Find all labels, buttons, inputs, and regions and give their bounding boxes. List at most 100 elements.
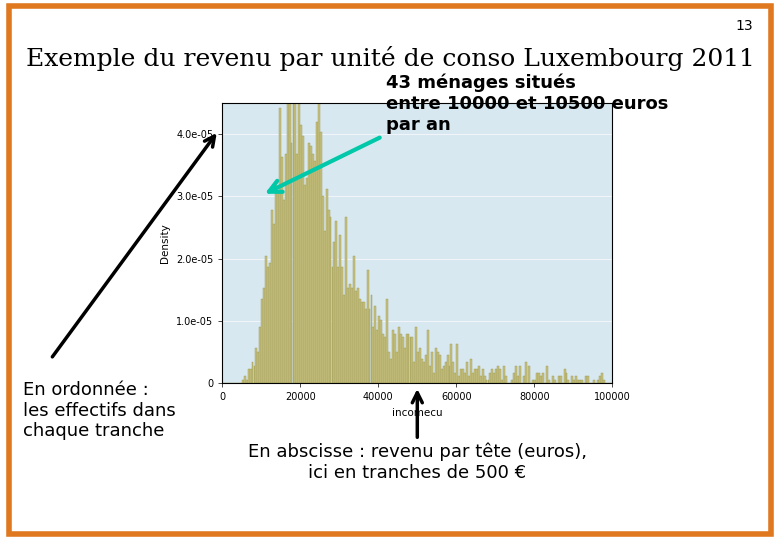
Bar: [269, 263, 271, 383]
Bar: [587, 376, 589, 383]
Bar: [573, 380, 576, 383]
Bar: [446, 355, 448, 383]
Bar: [438, 355, 441, 383]
Text: Exemple du revenu par unité de conso Luxembourg 2011: Exemple du revenu par unité de conso Lux…: [26, 46, 754, 71]
Bar: [394, 334, 395, 383]
Bar: [338, 267, 339, 383]
Bar: [349, 285, 351, 383]
Bar: [257, 352, 259, 383]
Bar: [399, 334, 402, 383]
Bar: [593, 380, 594, 383]
Bar: [306, 178, 308, 383]
Bar: [320, 132, 321, 383]
X-axis label: incomecu: incomecu: [392, 408, 442, 418]
Bar: [242, 380, 243, 383]
Bar: [435, 348, 437, 383]
Bar: [460, 369, 462, 383]
Bar: [488, 380, 490, 383]
Bar: [481, 369, 484, 383]
Bar: [402, 338, 404, 383]
Bar: [287, 69, 289, 383]
Bar: [456, 345, 459, 383]
Bar: [339, 235, 342, 383]
Bar: [503, 366, 505, 383]
Bar: [484, 376, 485, 383]
Bar: [347, 288, 349, 383]
Bar: [321, 196, 324, 383]
Bar: [524, 362, 527, 383]
Bar: [392, 330, 394, 383]
Bar: [597, 380, 599, 383]
Bar: [491, 369, 493, 383]
Bar: [427, 330, 429, 383]
Bar: [585, 376, 587, 383]
Bar: [537, 373, 538, 383]
Bar: [310, 146, 312, 383]
Bar: [278, 107, 281, 383]
Bar: [295, 48, 296, 383]
Bar: [386, 299, 388, 383]
Bar: [351, 288, 353, 383]
Bar: [251, 362, 254, 383]
Bar: [437, 352, 438, 383]
Bar: [538, 373, 541, 383]
Bar: [277, 192, 278, 383]
Bar: [443, 366, 445, 383]
Bar: [377, 330, 378, 383]
Text: En ordonnée :
les effectifs dans
chaque tranche: En ordonnée : les effectifs dans chaque …: [23, 381, 176, 440]
Bar: [254, 366, 255, 383]
Bar: [495, 369, 498, 383]
Bar: [540, 376, 542, 383]
Bar: [273, 224, 275, 383]
Bar: [332, 267, 334, 383]
Bar: [523, 376, 525, 383]
Bar: [328, 210, 329, 383]
Bar: [406, 334, 407, 383]
Bar: [382, 334, 384, 383]
Bar: [412, 338, 413, 383]
Bar: [451, 345, 452, 383]
Bar: [498, 366, 499, 383]
Bar: [255, 348, 257, 383]
Bar: [368, 309, 370, 383]
Bar: [289, 79, 290, 383]
Bar: [429, 366, 431, 383]
Bar: [571, 376, 573, 383]
Bar: [290, 143, 292, 383]
Bar: [579, 380, 581, 383]
Bar: [396, 352, 398, 383]
Bar: [407, 334, 410, 383]
Bar: [477, 366, 480, 383]
Bar: [566, 373, 568, 383]
Bar: [367, 270, 369, 383]
Bar: [576, 376, 577, 383]
Bar: [410, 338, 412, 383]
Bar: [581, 380, 583, 383]
Bar: [515, 366, 516, 383]
Bar: [468, 376, 470, 383]
Bar: [267, 267, 269, 383]
Bar: [470, 359, 472, 383]
Bar: [464, 373, 466, 383]
Bar: [480, 376, 482, 383]
Bar: [466, 362, 468, 383]
Bar: [423, 362, 425, 383]
Bar: [601, 373, 603, 383]
Bar: [384, 338, 386, 383]
Bar: [568, 380, 569, 383]
Bar: [334, 242, 335, 383]
Bar: [433, 373, 435, 383]
Bar: [476, 369, 477, 383]
Bar: [494, 373, 495, 383]
Bar: [345, 217, 347, 383]
Bar: [519, 366, 521, 383]
Bar: [425, 355, 427, 383]
Bar: [599, 376, 601, 383]
Bar: [421, 359, 423, 383]
Bar: [250, 369, 251, 383]
Bar: [357, 288, 359, 383]
Bar: [374, 306, 376, 383]
Bar: [275, 185, 277, 383]
Bar: [378, 316, 380, 383]
Bar: [326, 189, 328, 383]
